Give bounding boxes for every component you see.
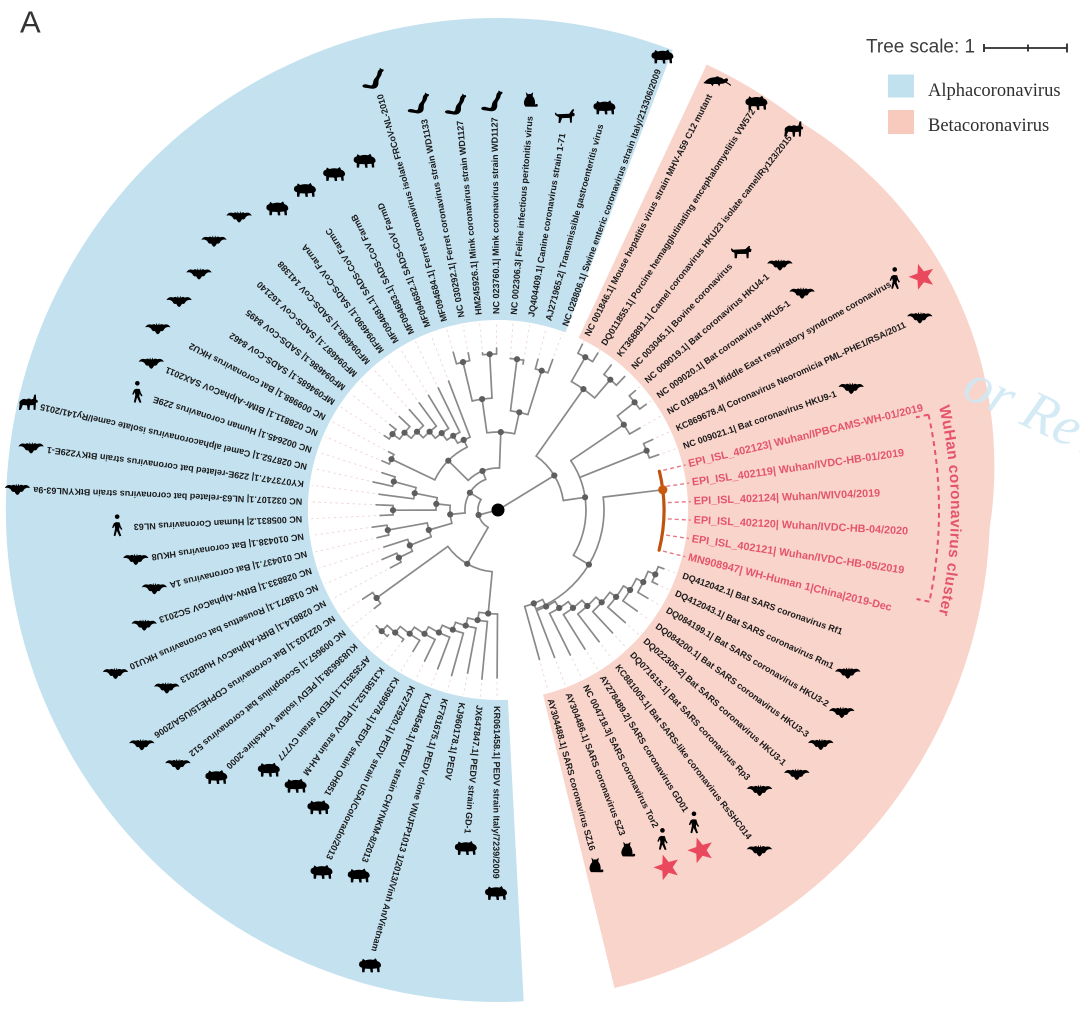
svg-text:Alphacoronavirus: Alphacoronavirus: [928, 81, 1061, 101]
svg-text:Tree scale: 1: Tree scale: 1: [866, 37, 975, 58]
svg-text:NC 023760.1| Mink coronavirus: NC 023760.1| Mink coronavirus strain WD1…: [490, 117, 502, 314]
svg-text:A: A: [20, 5, 41, 40]
svg-text:Betacoronavirus: Betacoronavirus: [928, 116, 1049, 136]
svg-text:KR061458.1| PEDV strain Italy/: KR061458.1| PEDV strain Italy/7239/2009: [491, 706, 502, 879]
